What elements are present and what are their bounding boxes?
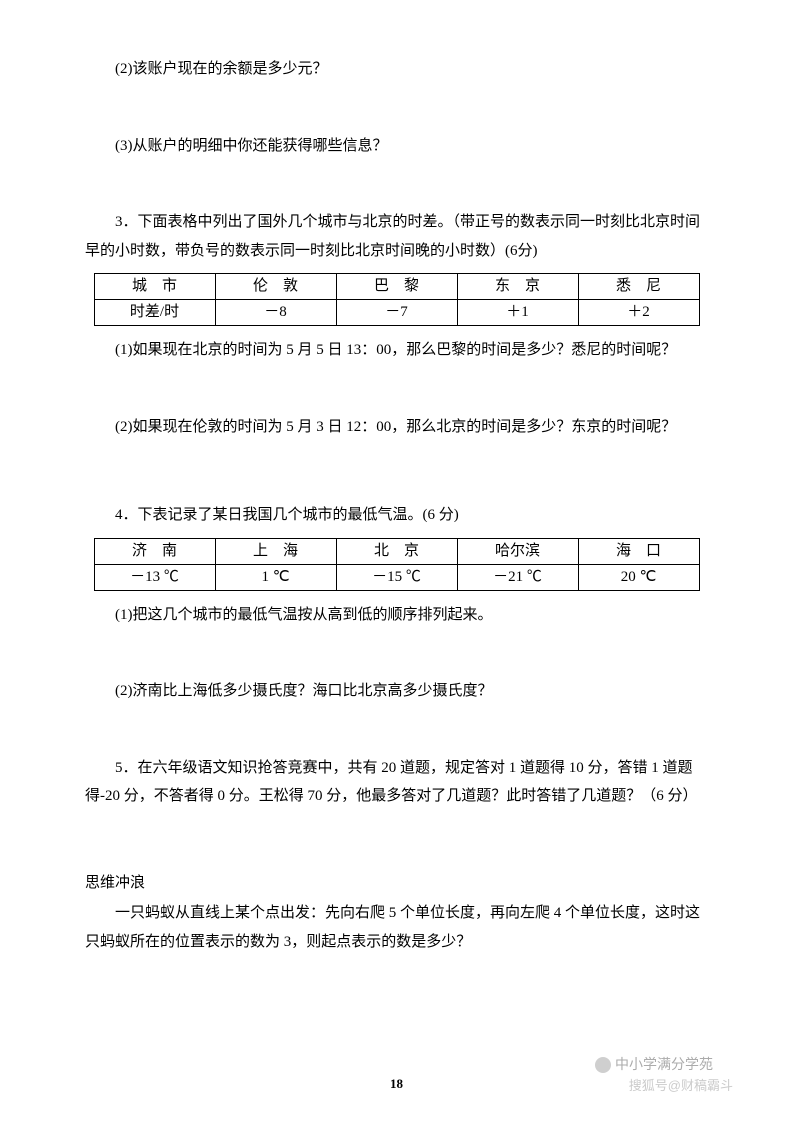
question-5: 5．在六年级语文知识抢答竞赛中，共有 20 道题，规定答对 1 道题得 10 分… bbox=[85, 754, 708, 811]
th-beijing: 北 京 bbox=[336, 538, 457, 564]
bonus-body: 一只蚂蚁从直线上某个点出发：先向右爬 5 个单位长度，再向左爬 4 个单位长度，… bbox=[85, 899, 708, 956]
question-4-1: (1)把这几个城市的最低气温按从高到低的顺序排列起来。 bbox=[85, 601, 708, 630]
th-sydney: 悉 尼 bbox=[578, 274, 699, 300]
table-temperature: 济 南 上 海 北 京 哈尔滨 海 口 －13 ℃ 1 ℃ －15 ℃ －21 … bbox=[94, 538, 700, 591]
th-city: 城 市 bbox=[94, 274, 215, 300]
bonus-title: 思维冲浪 bbox=[85, 869, 708, 898]
question-3-1: (1)如果现在北京的时间为 5 月 5 日 13：00，那么巴黎的时间是多少？悉… bbox=[85, 336, 708, 365]
th-haikou: 海 口 bbox=[578, 538, 699, 564]
table-row: 济 南 上 海 北 京 哈尔滨 海 口 bbox=[94, 538, 699, 564]
table-row: －13 ℃ 1 ℃ －15 ℃ －21 ℃ 20 ℃ bbox=[94, 564, 699, 590]
th-tokyo: 东 京 bbox=[457, 274, 578, 300]
question-2-3: (3)从账户的明细中你还能获得哪些信息？ bbox=[85, 132, 708, 161]
question-3-intro: 3．下面表格中列出了国外几个城市与北京的时差。（带正号的数表示同一时刻比北京时间… bbox=[85, 208, 708, 265]
td-val: －13 ℃ bbox=[94, 564, 215, 590]
th-jinan: 济 南 bbox=[94, 538, 215, 564]
question-2-2: (2)该账户现在的余额是多少元？ bbox=[85, 55, 708, 84]
td-val: 20 ℃ bbox=[578, 564, 699, 590]
th-harbin: 哈尔滨 bbox=[457, 538, 578, 564]
td-val: 1 ℃ bbox=[215, 564, 336, 590]
th-paris: 巴 黎 bbox=[336, 274, 457, 300]
td-val: ＋2 bbox=[578, 300, 699, 326]
wechat-icon bbox=[595, 1057, 611, 1073]
th-london: 伦 敦 bbox=[215, 274, 336, 300]
td-val: －8 bbox=[215, 300, 336, 326]
watermark-sohu: 搜狐号@财稿霸斗 bbox=[629, 1075, 733, 1094]
td-val: －21 ℃ bbox=[457, 564, 578, 590]
table-row: 城 市 伦 敦 巴 黎 东 京 悉 尼 bbox=[94, 274, 699, 300]
page-body: (2)该账户现在的余额是多少元？ (3)从账户的明细中你还能获得哪些信息？ 3．… bbox=[0, 0, 793, 1004]
question-4-2: (2)济南比上海低多少摄氏度？海口比北京高多少摄氏度？ bbox=[85, 677, 708, 706]
th-shanghai: 上 海 bbox=[215, 538, 336, 564]
td-val: ＋1 bbox=[457, 300, 578, 326]
watermark-wechat: 中小学满分学苑 bbox=[595, 1054, 713, 1074]
table-row: 时差/时 －8 －7 ＋1 ＋2 bbox=[94, 300, 699, 326]
td-val: －7 bbox=[336, 300, 457, 326]
td-val: －15 ℃ bbox=[336, 564, 457, 590]
table-timezone: 城 市 伦 敦 巴 黎 东 京 悉 尼 时差/时 －8 －7 ＋1 ＋2 bbox=[94, 273, 700, 326]
td-label: 时差/时 bbox=[94, 300, 215, 326]
question-3-2: (2)如果现在伦敦的时间为 5 月 3 日 12：00，那么北京的时间是多少？东… bbox=[85, 413, 708, 442]
question-4-intro: 4．下表记录了某日我国几个城市的最低气温。(6 分) bbox=[85, 501, 708, 530]
